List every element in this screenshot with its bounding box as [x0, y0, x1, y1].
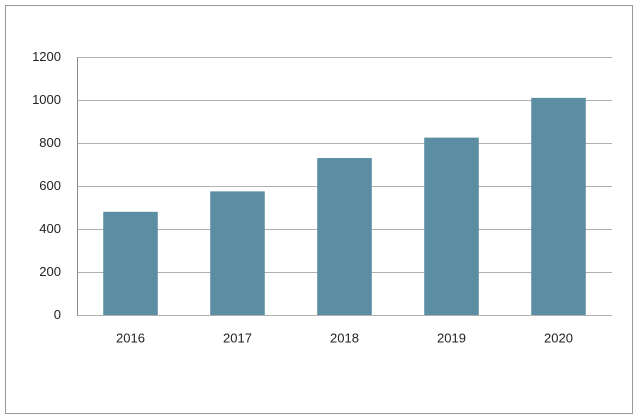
- bar: [210, 191, 265, 315]
- bar: [424, 137, 479, 315]
- bar: [103, 211, 158, 315]
- y-tick-label: 800: [39, 135, 61, 150]
- bar: [531, 97, 586, 315]
- y-tick-label: 1000: [32, 92, 61, 107]
- y-tick-label: 400: [39, 221, 61, 236]
- x-tick-label: 2018: [330, 330, 359, 345]
- x-tick-label: 2019: [437, 330, 466, 345]
- y-tick-label: 0: [54, 307, 61, 322]
- bar: [317, 158, 372, 315]
- y-tick-label: 1200: [32, 49, 61, 64]
- y-tick-label: 600: [39, 178, 61, 193]
- x-tick-label: 2017: [223, 330, 252, 345]
- x-tick-label: 2016: [116, 330, 145, 345]
- y-tick-label: 200: [39, 264, 61, 279]
- x-tick-label: 2020: [544, 330, 573, 345]
